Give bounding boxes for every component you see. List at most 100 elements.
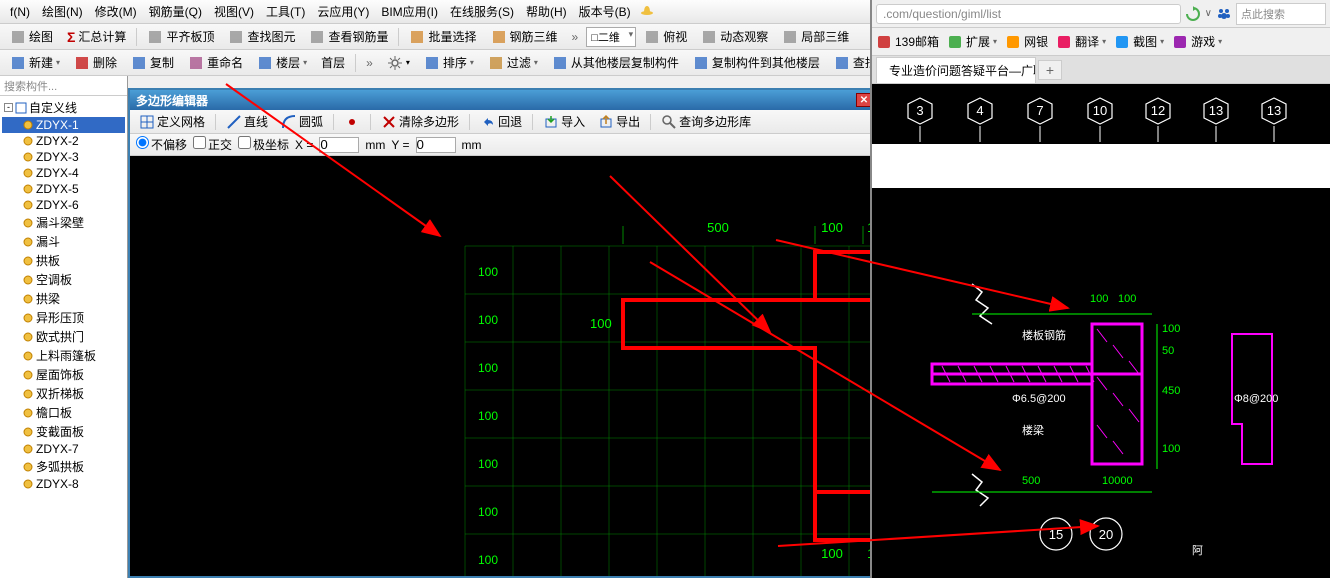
bookmark-item[interactable]: 扩展▾ bbox=[947, 33, 997, 50]
no-offset-radio[interactable]: 不偏移 bbox=[136, 136, 187, 153]
arc-button[interactable]: 圆弧 bbox=[276, 111, 328, 132]
browser-search-input[interactable]: 点此搜索 bbox=[1236, 3, 1326, 25]
browser-area: .com/question/giml/list ∨ 点此搜索 139邮箱扩展▾ 网… bbox=[870, 0, 1330, 578]
tree-item[interactable]: 欧式拱门 bbox=[2, 327, 125, 346]
tab-bar: 专业造价问题答疑平台—广联达… × + bbox=[872, 56, 1330, 84]
line-button[interactable]: 直线 bbox=[221, 111, 273, 132]
menu-item[interactable]: 修改(M) bbox=[89, 1, 143, 22]
tree-item[interactable]: 变截面板 bbox=[2, 422, 125, 441]
x-input[interactable] bbox=[319, 137, 359, 153]
bookmark-item[interactable]: 网银 bbox=[1005, 33, 1048, 50]
export-button[interactable]: 导出 bbox=[593, 111, 645, 132]
toolbar-button[interactable]: 查找图元 bbox=[222, 26, 301, 47]
dropdown-icon[interactable]: ∨ bbox=[1205, 8, 1212, 19]
tree-item[interactable]: ZDYX-4 bbox=[2, 165, 125, 181]
menu-item[interactable]: 视图(V) bbox=[208, 1, 260, 22]
toolbar-button[interactable]: 楼层▾ bbox=[251, 52, 313, 73]
url-input[interactable]: .com/question/giml/list bbox=[876, 4, 1181, 24]
svg-text:12: 12 bbox=[1151, 103, 1165, 118]
tree-item[interactable]: ZDYX-7 bbox=[2, 441, 125, 457]
browser-tab[interactable]: 专业造价问题答疑平台—广联达… × bbox=[876, 57, 1036, 83]
tree-item[interactable]: 漏斗梁壁 bbox=[2, 213, 125, 232]
menu-item[interactable]: 帮助(H) bbox=[520, 1, 573, 22]
tree-item[interactable]: ZDYX-6 bbox=[2, 197, 125, 213]
toolbar-button[interactable]: 动态观察 bbox=[695, 26, 774, 47]
tree-root[interactable]: - 自定义线 bbox=[2, 98, 125, 117]
tree-item[interactable]: 拱板 bbox=[2, 251, 125, 270]
polar-check[interactable]: 极坐标 bbox=[238, 136, 289, 153]
toolbar-button[interactable]: 从其他楼层复制构件 bbox=[546, 52, 685, 73]
tree-item[interactable]: ZDYX-8 bbox=[2, 476, 125, 492]
menu-item[interactable]: BIM应用(I) bbox=[375, 1, 444, 22]
svg-text:100: 100 bbox=[478, 313, 498, 327]
svg-text:500: 500 bbox=[1022, 475, 1040, 487]
import-button[interactable]: 导入 bbox=[538, 111, 590, 132]
tab-add-button[interactable]: + bbox=[1038, 60, 1062, 80]
toolbar-button[interactable]: 钢筋三维 bbox=[485, 26, 564, 47]
toolbar-button[interactable]: 俯视 bbox=[638, 26, 693, 47]
browser-canvas[interactable]: 3471012131315201001001005045010050010000… bbox=[872, 84, 1330, 578]
ortho-check[interactable]: 正交 bbox=[193, 136, 232, 153]
tree-item[interactable]: 屋面饰板 bbox=[2, 365, 125, 384]
svg-text:13: 13 bbox=[1209, 103, 1223, 118]
toolbar-button[interactable]: 平齐板顶 bbox=[141, 26, 220, 47]
menu-item[interactable]: 云应用(Y) bbox=[311, 1, 375, 22]
polygon-subbar: 不偏移 正交 极坐标 X = mm Y = mm bbox=[130, 134, 878, 156]
dot-button[interactable] bbox=[339, 112, 365, 132]
menu-item[interactable]: 钢筋量(Q) bbox=[143, 1, 208, 22]
bookmark-item[interactable]: 139邮箱 bbox=[876, 33, 939, 50]
toolbar-button[interactable]: 复制 bbox=[125, 52, 180, 73]
menu-item[interactable]: 工具(T) bbox=[260, 1, 311, 22]
svg-text:楼梁: 楼梁 bbox=[1022, 423, 1044, 437]
view-dropdown[interactable]: □二维 bbox=[586, 27, 636, 47]
polygon-editor-titlebar[interactable]: 多边形编辑器 ✕ bbox=[130, 90, 878, 110]
menu-item[interactable]: 绘图(N) bbox=[36, 1, 89, 22]
tab-label: 专业造价问题答疑平台—广联达… bbox=[889, 62, 1036, 79]
tree-item[interactable]: 双折梯板 bbox=[2, 384, 125, 403]
bookmark-item[interactable]: 游戏▾ bbox=[1172, 33, 1222, 50]
search-library-button[interactable]: 查询多边形库 bbox=[656, 111, 756, 132]
tree-item[interactable]: 空调板 bbox=[2, 270, 125, 289]
polygon-editor-title: 多边形编辑器 bbox=[136, 92, 208, 109]
tree-item[interactable]: 檐口板 bbox=[2, 403, 125, 422]
toolbar-button[interactable]: Σ汇总计算 bbox=[61, 26, 132, 47]
define-grid-button[interactable]: 定义网格 bbox=[134, 111, 210, 132]
tree-item[interactable]: 异形压顶 bbox=[2, 308, 125, 327]
search-input[interactable]: 搜索构件... bbox=[0, 76, 127, 96]
toolbar-button[interactable]: 批量选择 bbox=[403, 26, 482, 47]
toolbar-button[interactable]: 过滤▾ bbox=[482, 52, 544, 73]
toolbar-button[interactable]: 排序▾ bbox=[418, 52, 480, 73]
polygon-canvas[interactable]: 1001001001001001001001005001001001001001… bbox=[130, 156, 878, 576]
svg-text:100: 100 bbox=[478, 457, 498, 471]
bookmark-item[interactable]: 截图▾ bbox=[1114, 33, 1164, 50]
clear-polygon-button[interactable]: 清除多边形 bbox=[376, 111, 464, 132]
tree-item[interactable]: 上料雨篷板 bbox=[2, 346, 125, 365]
toolbar-button[interactable]: 查看钢筋量 bbox=[303, 26, 394, 47]
toolbar-button[interactable]: 新建▾ bbox=[4, 52, 66, 73]
undo-button[interactable]: 回退 bbox=[475, 111, 527, 132]
menu-item[interactable]: f(N) bbox=[4, 3, 36, 21]
svg-text:100: 100 bbox=[478, 409, 498, 423]
toolbar-button[interactable]: 绘图 bbox=[4, 26, 59, 47]
reload-icon[interactable] bbox=[1185, 6, 1201, 22]
toolbar-button[interactable]: 重命名 bbox=[182, 52, 249, 73]
menu-item[interactable]: 在线服务(S) bbox=[444, 1, 520, 22]
tree-item[interactable]: 漏斗 bbox=[2, 232, 125, 251]
tree-item[interactable]: 多弧拱板 bbox=[2, 457, 125, 476]
y-input[interactable] bbox=[416, 137, 456, 153]
collapse-icon[interactable]: - bbox=[4, 103, 13, 112]
svg-text:3: 3 bbox=[916, 103, 923, 118]
bookmark-item[interactable]: 翻译▾ bbox=[1056, 33, 1106, 50]
tree-item[interactable]: ZDYX-1 bbox=[2, 117, 125, 133]
svg-text:50: 50 bbox=[1162, 345, 1174, 357]
menu-item[interactable]: 版本号(B) bbox=[573, 1, 637, 22]
toolbar-button[interactable]: 首层 bbox=[315, 52, 351, 73]
settings-icon[interactable]: ▾ bbox=[381, 53, 416, 73]
tree-item[interactable]: 拱梁 bbox=[2, 289, 125, 308]
toolbar-button[interactable]: 删除 bbox=[68, 52, 123, 73]
toolbar-button[interactable]: 局部三维 bbox=[776, 26, 855, 47]
tree-item[interactable]: ZDYX-3 bbox=[2, 149, 125, 165]
tree-item[interactable]: ZDYX-5 bbox=[2, 181, 125, 197]
tree-item[interactable]: ZDYX-2 bbox=[2, 133, 125, 149]
toolbar-button[interactable]: 复制构件到其他楼层 bbox=[687, 52, 826, 73]
